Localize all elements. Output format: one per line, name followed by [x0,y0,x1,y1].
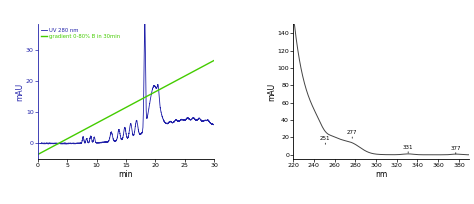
Text: 251: 251 [320,136,330,141]
UV 280 nm [78,142,83,145]
Legend: UV 280 nm, gradient 0-80% B in 30min: UV 280 nm, gradient 0-80% B in 30min [41,27,121,39]
UV 280 nm [211,123,217,126]
Text: 331: 331 [403,145,413,150]
Y-axis label: mAU: mAU [16,83,25,101]
X-axis label: min: min [118,170,133,179]
Y-axis label: mAU: mAU [267,83,276,101]
UV 280 nm [35,142,41,145]
UV 280 nm [101,141,107,144]
UV 280 nm [142,17,147,19]
UV 280 nm [77,142,82,144]
UV 280 nm [55,143,61,145]
UV 280 nm [114,138,119,140]
UV 280 nm [210,123,216,125]
UV 280 nm [76,142,82,145]
Text: 377: 377 [451,146,461,151]
Text: 277: 277 [347,130,357,135]
Line: UV 280 nm: UV 280 nm [38,18,214,144]
X-axis label: nm: nm [375,170,387,179]
